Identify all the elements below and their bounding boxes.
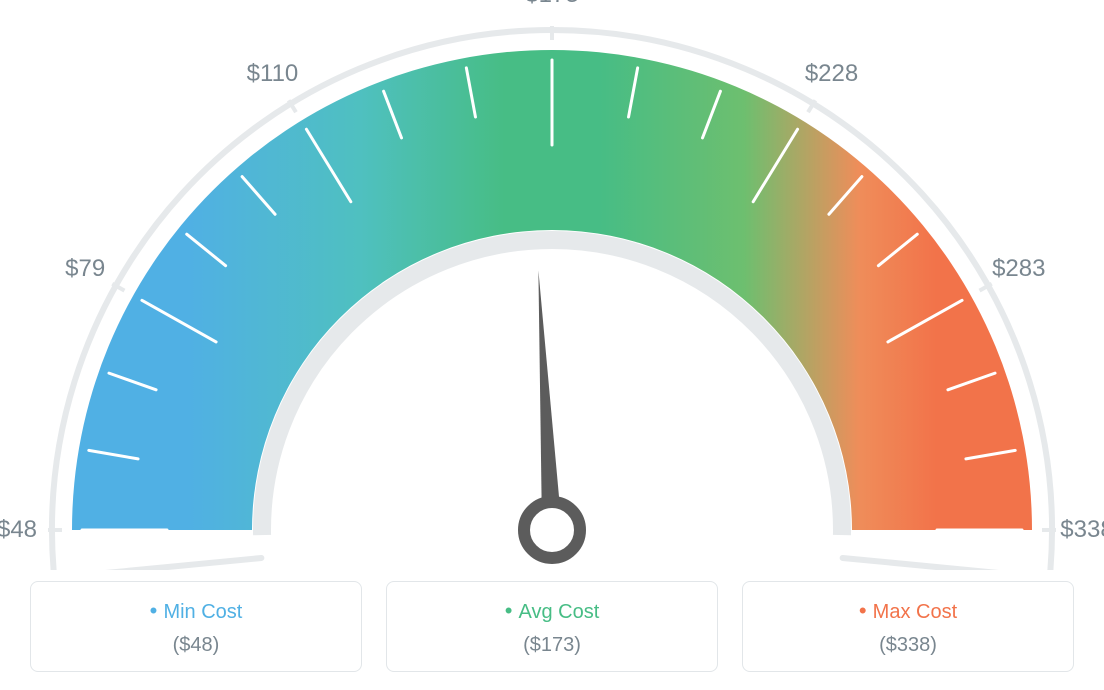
gauge-tick-label: $79 bbox=[65, 255, 105, 283]
gauge-tick-label: $173 bbox=[525, 0, 578, 9]
legend-card-min: Min Cost ($48) bbox=[30, 581, 362, 672]
gauge-area: $48 $79 $110 $173 $228 $283 $338 bbox=[0, 0, 1104, 570]
legend-value-min: ($48) bbox=[31, 634, 361, 657]
legend-value-max: ($338) bbox=[743, 634, 1073, 657]
legend-title-avg: Avg Cost bbox=[387, 598, 717, 624]
gauge-tick-label: $228 bbox=[805, 60, 858, 88]
gauge-chart-container: $48 $79 $110 $173 $228 $283 $338 Min Cost ($48… bbox=[0, 0, 1104, 690]
gauge-tick-label: $48 bbox=[0, 516, 37, 544]
legend-value-avg: ($173) bbox=[387, 634, 717, 657]
gauge-svg bbox=[0, 0, 1104, 570]
legend-title-min: Min Cost bbox=[31, 598, 361, 624]
gauge-tick-label: $110 bbox=[247, 60, 299, 88]
legend-card-avg: Avg Cost ($173) bbox=[386, 581, 718, 672]
gauge-tick-label: $338 bbox=[1060, 516, 1104, 544]
legend-card-max: Max Cost ($338) bbox=[742, 581, 1074, 672]
gauge-tick-label: $283 bbox=[992, 255, 1045, 283]
legend-row: Min Cost ($48) Avg Cost ($173) Max Cost … bbox=[30, 581, 1074, 672]
legend-title-max: Max Cost bbox=[743, 598, 1073, 624]
